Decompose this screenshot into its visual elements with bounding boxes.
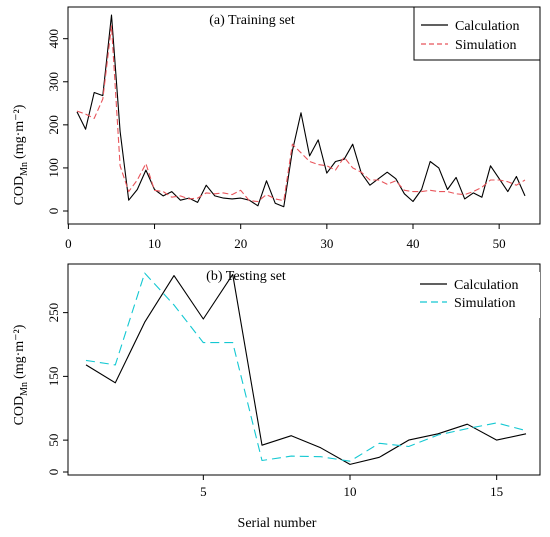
x-tick-label-b-0: 5 xyxy=(200,484,207,499)
legend-label-calculation-b: Calculation xyxy=(454,278,519,293)
series-lines-b xyxy=(85,272,527,465)
series-line-calculation-b xyxy=(85,273,527,465)
x-tick-label-a-2: 20 xyxy=(234,236,247,251)
series-line-simulation-a xyxy=(76,25,526,203)
svg-text:CODMn(mg·m⁻²): CODMn (mg·m⁻²) xyxy=(12,324,30,425)
y-tick-label-a-2: 200 xyxy=(46,115,61,135)
y-label-sub-b: Mn xyxy=(19,382,30,396)
y-label-unit-b: (mg·m⁻²) xyxy=(12,324,27,379)
panel-b-title: (b) Testing set xyxy=(206,269,286,284)
y-axis-label-b: CODMn (mg·m⁻²) xyxy=(12,324,30,425)
y-label-unit-a: (mg·m⁻²) xyxy=(12,104,27,159)
series-lines-a xyxy=(76,14,526,208)
y-label-main-b: COD xyxy=(12,396,27,426)
axes-a: 0 100 200 300 400 0 10 20 30 40 50 xyxy=(46,29,506,251)
y-label-sub-a: Mn xyxy=(19,162,30,176)
y-tick-label-b-3: 250 xyxy=(46,303,61,323)
y-axis-label-a: CODMn (mg·m⁻²) xyxy=(12,104,30,205)
x-tick-label-a-5: 50 xyxy=(493,236,506,251)
legend-label-simulation-b: Simulation xyxy=(454,296,515,311)
legend-label-calculation-a: Calculation xyxy=(455,19,520,34)
panel-training-set: (a) Training set CODMn(mg·m⁻²) 010020030… xyxy=(12,6,541,251)
legend-box-a xyxy=(413,6,541,61)
svg-text:CODMn(mg·m⁻²): CODMn (mg·m⁻²) xyxy=(12,104,30,205)
plot-frame-a xyxy=(67,6,541,225)
x-tick-label-b-1: 10 xyxy=(344,484,357,499)
plot-frame-b xyxy=(67,263,541,476)
y-tick-label-a-3: 300 xyxy=(46,72,61,92)
y-tick-label-b-2: 150 xyxy=(46,367,61,387)
panel-a-title: (a) Training set xyxy=(209,13,295,28)
x-tick-label-b-2: 15 xyxy=(490,484,503,499)
legend-b: Calculation Simulation xyxy=(412,272,540,318)
series-line-simulation-b xyxy=(85,272,527,462)
y-tick-label-b-1: 50 xyxy=(46,434,61,447)
x-axis-label-b: Serial number xyxy=(238,516,317,531)
y-tick-label-a-1: 100 xyxy=(46,158,61,178)
x-tick-label-a-4: 40 xyxy=(407,236,420,251)
legend-a: Calculation Simulation xyxy=(413,6,541,61)
axes-b: 0 50 150 250 5 10 15 xyxy=(46,303,503,499)
y-label-main-a: COD xyxy=(12,176,27,206)
x-tick-label-a-3: 30 xyxy=(320,236,333,251)
y-tick-label-b-0: 0 xyxy=(46,469,61,476)
y-tick-label-a-0: 0 xyxy=(46,208,61,215)
legend-label-simulation-a: Simulation xyxy=(455,38,516,53)
y-tick-label-a-4: 400 xyxy=(46,29,61,49)
legend-box-b xyxy=(412,272,540,318)
x-tick-label-a-0: 0 xyxy=(65,236,72,251)
x-tick-label-a-1: 10 xyxy=(148,236,161,251)
panel-testing-set: (b) Testing set CODMn (mg·m⁻²) 0 50 150 250 5… xyxy=(12,263,541,531)
